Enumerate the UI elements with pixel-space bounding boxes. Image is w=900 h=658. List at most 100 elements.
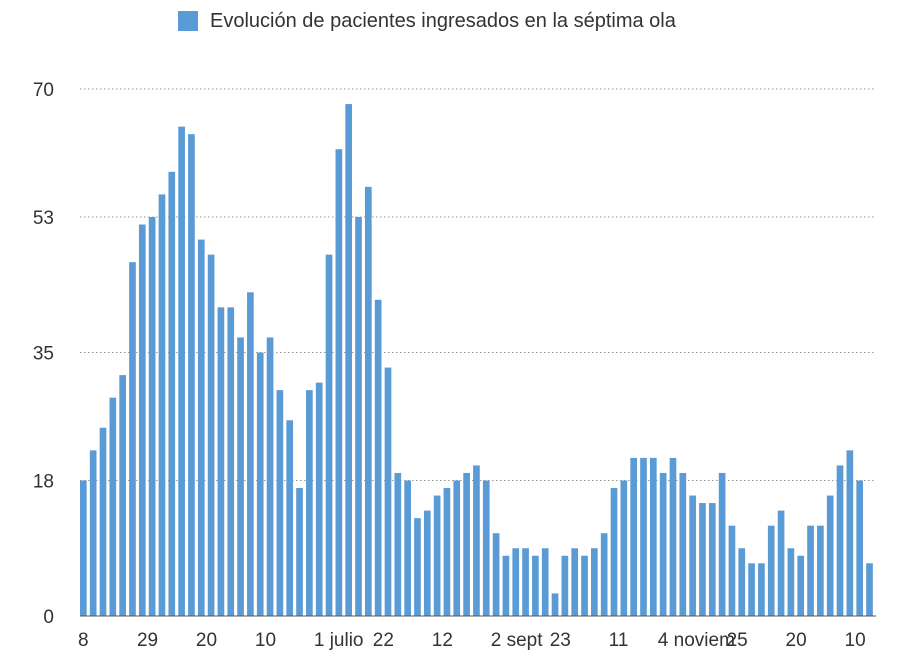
bar xyxy=(640,457,647,616)
bar xyxy=(699,503,706,616)
bar xyxy=(384,367,392,616)
bar xyxy=(512,548,520,616)
bar xyxy=(807,525,814,616)
legend-swatch xyxy=(178,11,198,31)
bar xyxy=(620,480,628,616)
bar xyxy=(158,194,166,616)
bar xyxy=(649,457,657,616)
x-tick-label: 1 julio xyxy=(314,630,364,651)
legend: Evolución de pacientes ingresados en la … xyxy=(178,8,676,34)
bar xyxy=(581,555,588,616)
bar xyxy=(188,134,195,617)
bar xyxy=(109,397,117,616)
bar xyxy=(374,299,382,616)
bar xyxy=(708,503,716,616)
bar xyxy=(522,548,529,616)
bar xyxy=(325,254,333,616)
x-tick-label: 11 xyxy=(609,630,629,651)
bar xyxy=(276,390,284,616)
bar xyxy=(758,563,765,616)
bar xyxy=(689,495,696,616)
bar xyxy=(571,548,579,616)
bar xyxy=(826,495,834,616)
bar xyxy=(541,548,549,616)
y-tick-label: 53 xyxy=(33,208,54,229)
bar xyxy=(738,548,746,616)
y-tick-label: 70 xyxy=(33,80,54,101)
bar xyxy=(679,472,687,616)
bar xyxy=(836,465,844,616)
bar xyxy=(414,518,421,616)
bar xyxy=(610,488,618,616)
bar xyxy=(433,495,441,616)
y-tick-label: 0 xyxy=(43,607,54,628)
bar xyxy=(492,533,500,616)
bar xyxy=(197,239,205,616)
bar xyxy=(669,457,677,616)
bar xyxy=(728,525,736,616)
bar xyxy=(129,262,136,616)
x-tick-label: 23 xyxy=(550,630,571,651)
bar xyxy=(866,563,873,616)
bar xyxy=(482,480,490,616)
x-tick-label: 10 xyxy=(845,630,866,651)
bar xyxy=(591,548,598,616)
bar xyxy=(561,555,569,616)
bar xyxy=(148,216,156,617)
bar xyxy=(423,510,431,616)
y-tick-label: 18 xyxy=(33,471,54,492)
bar xyxy=(138,224,146,616)
bar xyxy=(767,525,775,616)
bar xyxy=(532,555,539,616)
bar xyxy=(217,307,225,616)
x-tick-label: 12 xyxy=(432,630,453,651)
x-tick-label: 20 xyxy=(786,630,807,651)
x-tick-label: 2 sept xyxy=(491,630,543,651)
bar xyxy=(80,480,87,616)
bar xyxy=(777,510,785,616)
bar xyxy=(207,254,215,616)
legend-label: Evolución de pacientes ingresados en la … xyxy=(210,9,676,32)
bar xyxy=(473,465,480,616)
bar xyxy=(247,292,254,616)
x-tick-label: 20 xyxy=(196,630,217,651)
bar xyxy=(659,472,667,616)
bar xyxy=(718,472,726,616)
bar xyxy=(600,533,608,616)
y-tick-label: 35 xyxy=(33,344,54,365)
bar xyxy=(178,126,185,616)
x-tick-label: 10 xyxy=(255,630,276,651)
bar xyxy=(286,420,294,616)
bar xyxy=(364,186,372,616)
bar xyxy=(551,593,559,616)
x-tick-label: 4 noviem xyxy=(658,630,735,651)
x-tick-label: 25 xyxy=(727,630,748,651)
bar xyxy=(256,352,264,616)
bar xyxy=(306,390,313,616)
bar xyxy=(168,171,176,616)
bar xyxy=(237,337,244,616)
bar xyxy=(296,488,303,616)
bar xyxy=(502,555,510,616)
bar xyxy=(846,450,854,616)
x-tick-label: 8 xyxy=(78,630,89,651)
bar xyxy=(119,375,126,616)
bar xyxy=(856,480,864,616)
bar xyxy=(227,307,235,616)
bar xyxy=(345,104,353,616)
bar xyxy=(453,480,461,616)
bar xyxy=(817,525,824,616)
bar xyxy=(630,457,637,616)
bar xyxy=(266,337,274,616)
bar xyxy=(355,216,362,617)
bar xyxy=(315,382,323,616)
bar xyxy=(748,563,755,616)
bar xyxy=(463,472,470,616)
bar xyxy=(443,488,451,616)
bar xyxy=(99,427,107,616)
bar xyxy=(335,149,343,617)
bar xyxy=(89,450,97,616)
bar xyxy=(404,480,411,616)
bar xyxy=(797,555,805,616)
